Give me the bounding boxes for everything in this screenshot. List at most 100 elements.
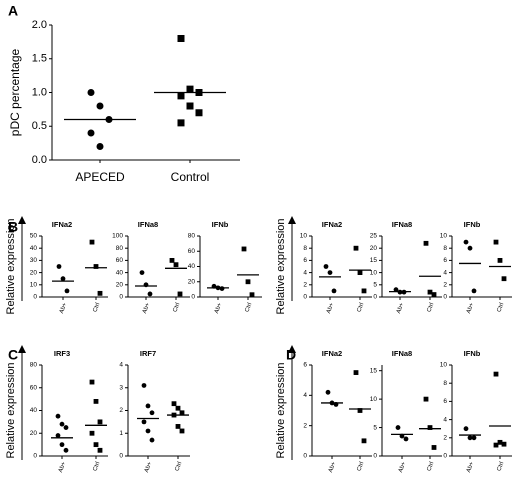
- data-point: [145, 428, 151, 434]
- data-point: [357, 408, 363, 413]
- data-point: [361, 438, 367, 444]
- data-point: [97, 419, 103, 425]
- data-point: [63, 447, 69, 453]
- y-tick-label: 0.5: [32, 120, 47, 132]
- y-tick-label: 40: [30, 407, 38, 414]
- data-point: [147, 291, 153, 297]
- y-tick-label: 20: [30, 430, 38, 437]
- data-point: [97, 290, 103, 296]
- data-point: [59, 421, 65, 427]
- data-point: [93, 264, 99, 269]
- data-point: [55, 433, 61, 438]
- y-tick-label: 2: [303, 282, 307, 289]
- chart-title: IFNa2: [322, 220, 342, 229]
- y-tick-label: 8: [443, 245, 447, 252]
- data-point: [325, 389, 331, 395]
- data-point: [175, 405, 181, 411]
- y-tick-label: 20: [30, 269, 38, 276]
- x-tick-label: Ab+: [466, 461, 476, 474]
- data-point: [249, 292, 255, 298]
- data-point: [177, 35, 185, 42]
- chart-title: IRF3: [54, 349, 70, 358]
- data-point: [96, 102, 104, 110]
- data-point: [60, 276, 66, 282]
- y-tick-label: 40: [116, 269, 124, 276]
- data-point: [357, 270, 363, 275]
- y-tick-label: 2: [303, 422, 307, 429]
- data-point: [93, 442, 99, 448]
- y-tick-label: 10: [370, 396, 378, 403]
- y-tick-label: 10: [440, 362, 448, 369]
- y-tick-label: 60: [30, 384, 38, 391]
- y-tick-label: 4: [119, 362, 123, 369]
- y-tick-label: 20: [370, 245, 378, 252]
- data-point: [241, 246, 247, 252]
- y-tick-label: 5: [373, 282, 377, 289]
- y-tick-label: 4: [443, 269, 447, 276]
- y-tick-label: 80: [188, 233, 196, 240]
- data-point: [323, 264, 329, 269]
- data-point: [493, 371, 499, 377]
- data-point: [179, 428, 185, 434]
- y-tick-label: 1: [119, 430, 123, 437]
- data-point: [423, 240, 429, 246]
- y-tick-label: 10: [300, 233, 308, 240]
- data-point: [361, 288, 367, 294]
- x-tick-label: Ctrl: [427, 302, 436, 313]
- y-tick-label: 6: [303, 257, 307, 264]
- data-point: [431, 445, 437, 450]
- y-tick-label: 0: [119, 294, 123, 301]
- y-tick-label: 5: [373, 424, 377, 431]
- chart-title: IFNb: [464, 220, 481, 229]
- data-point: [179, 410, 185, 416]
- x-tick-label: Ctrl: [497, 461, 506, 472]
- data-point: [467, 435, 473, 441]
- y-tick-label: 60: [188, 248, 196, 255]
- x-tick-label: Ab+: [59, 302, 69, 315]
- y-tick-label: 6: [443, 257, 447, 264]
- chart-title: IFNa8: [392, 220, 412, 229]
- data-point: [493, 442, 499, 448]
- y-axis-label: Relative expression: [275, 363, 287, 459]
- x-tick-label: Ctrl: [357, 302, 366, 313]
- panel-label: D: [286, 347, 296, 363]
- data-point: [501, 276, 507, 282]
- y-tick-label: 4: [303, 269, 307, 276]
- x-tick-label: Ab+: [466, 302, 476, 315]
- y-axis-label: pDC percentage: [8, 48, 22, 136]
- x-tick-label: Ctrl: [175, 461, 184, 472]
- y-tick-label: 6: [443, 398, 447, 405]
- x-tick-label: Ctrl: [173, 302, 182, 313]
- y-tick-label: 0: [443, 453, 447, 460]
- data-point: [431, 292, 437, 297]
- chart-title: IFNb: [212, 220, 229, 229]
- data-point: [463, 239, 469, 245]
- chart-title: IFNa2: [52, 220, 72, 229]
- data-point: [353, 370, 359, 375]
- data-point: [63, 425, 69, 430]
- data-point: [501, 441, 507, 447]
- data-point: [139, 270, 145, 275]
- data-point: [353, 245, 359, 251]
- chart-title: IRF7: [140, 349, 156, 358]
- y-tick-label: 0: [303, 453, 307, 460]
- data-point: [471, 288, 477, 294]
- x-tick-label: Ctrl: [357, 461, 366, 472]
- data-point: [89, 379, 95, 385]
- y-tick-label: 10: [440, 233, 448, 240]
- y-tick-label: 0: [443, 294, 447, 301]
- data-point: [403, 436, 409, 442]
- data-point: [393, 287, 399, 293]
- x-tick-label: Ctrl: [497, 302, 506, 313]
- y-tick-label: 60: [116, 257, 124, 264]
- y-tick-label: 40: [188, 263, 196, 270]
- y-tick-label: 8: [303, 245, 307, 252]
- y-tick-label: 3: [119, 384, 123, 391]
- y-tick-label: 4: [443, 416, 447, 423]
- y-tick-label: 0: [373, 294, 377, 301]
- x-tick-label: Ab+: [396, 302, 406, 315]
- y-tick-label: 0: [373, 453, 377, 460]
- y-axis-label: Relative expression: [5, 363, 17, 459]
- chart-title: IFNa8: [392, 349, 412, 358]
